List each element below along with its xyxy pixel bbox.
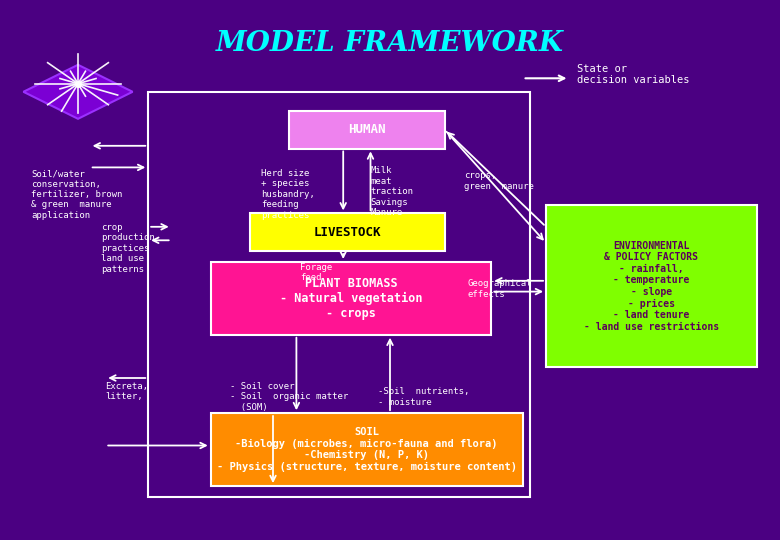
FancyBboxPatch shape [211,262,491,335]
Polygon shape [23,65,133,119]
Text: Excreta,
litter,: Excreta, litter, [105,382,148,401]
FancyBboxPatch shape [250,213,445,251]
FancyBboxPatch shape [289,111,445,148]
Text: Geographical
effects: Geographical effects [468,279,533,299]
Text: ENVIRONMENTAL
& POLICY FACTORS
- rainfall,
- temperature
- slope
- prices
- land: ENVIRONMENTAL & POLICY FACTORS - rainfal… [583,241,719,332]
Text: LIVESTOCK: LIVESTOCK [314,226,381,239]
Text: crop
production
practices
land use
patterns: crop production practices land use patte… [101,223,155,274]
Text: SOIL
-Biology (microbes, micro-fauna and flora)
-Chemistry (N, P, K)
- Physics (: SOIL -Biology (microbes, micro-fauna and… [217,427,516,472]
Text: HUMAN: HUMAN [348,123,385,136]
Text: Milk
meat
traction
Savings
Manure: Milk meat traction Savings Manure [370,166,413,217]
Text: -Soil  nutrients,
- moisture: -Soil nutrients, - moisture [378,387,470,407]
FancyBboxPatch shape [546,205,757,367]
Text: Herd size
+ species
husbandry,
feeding
practices: Herd size + species husbandry, feeding p… [261,169,315,220]
Text: Soil/water
conservation,
fertilizer, brown
& green  manure
application: Soil/water conservation, fertilizer, bro… [31,169,122,220]
Text: - Soil cover
- Soil  organic matter
  (SOM): - Soil cover - Soil organic matter (SOM) [230,382,349,412]
Text: Forage
feed: Forage feed [300,263,332,282]
Text: PLANT BIOMASS
- Natural vegetation
- crops: PLANT BIOMASS - Natural vegetation - cro… [280,277,422,320]
Text: MODEL FRAMEWORK: MODEL FRAMEWORK [216,30,564,57]
Text: State or
decision variables: State or decision variables [577,64,690,85]
Text: crops,
green  manure: crops, green manure [464,171,534,191]
FancyBboxPatch shape [211,413,523,486]
